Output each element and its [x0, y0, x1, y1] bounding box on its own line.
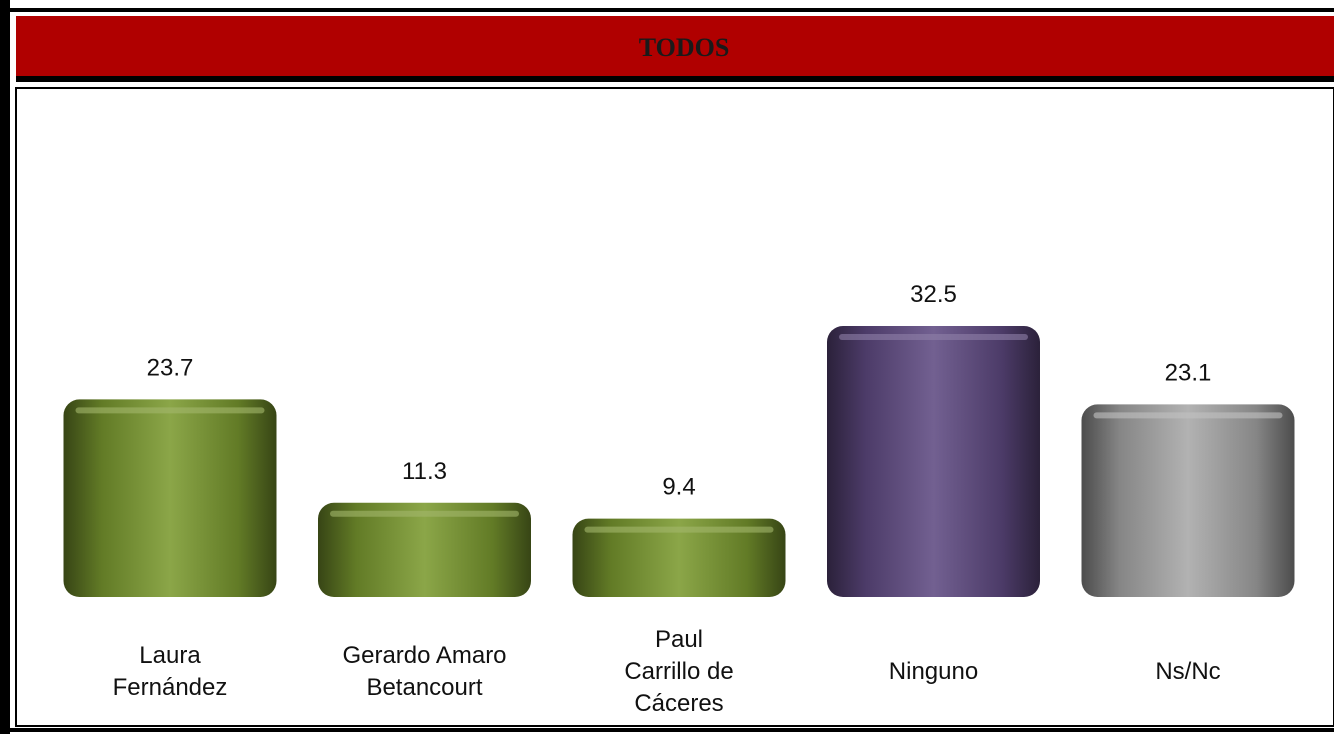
value-label: 9.4: [662, 474, 695, 501]
x-tick-label: Gerardo Amaro Betancourt: [342, 642, 507, 701]
chart-title: TODOS: [639, 33, 730, 62]
x-tick-label: Ninguno: [888, 658, 979, 685]
header: [16, 16, 1334, 76]
x-tick-label: Laura Fernández: [112, 642, 228, 701]
frame-left: [0, 0, 10, 734]
plot-border: [15, 87, 1334, 727]
value-label: 11.3: [402, 458, 447, 485]
x-tick-label: Ns/Nc: [1155, 658, 1221, 685]
value-label: 23.1: [1165, 359, 1212, 386]
bar-highlight: [1093, 412, 1283, 419]
header-rule: [16, 76, 1334, 82]
value-label: 32.5: [910, 281, 957, 308]
bar-highlight: [330, 510, 519, 517]
bar: [63, 399, 277, 597]
value-label: 23.7: [147, 354, 194, 381]
bar: [1081, 404, 1295, 597]
bar: [318, 502, 531, 597]
bar: [572, 518, 786, 597]
bar: [827, 326, 1040, 597]
bar-highlight: [839, 334, 1028, 340]
bar-highlight: [75, 407, 265, 414]
x-tick-label: Paul Carrillo de Cáceres: [624, 626, 734, 717]
bar-highlight: [584, 526, 774, 533]
